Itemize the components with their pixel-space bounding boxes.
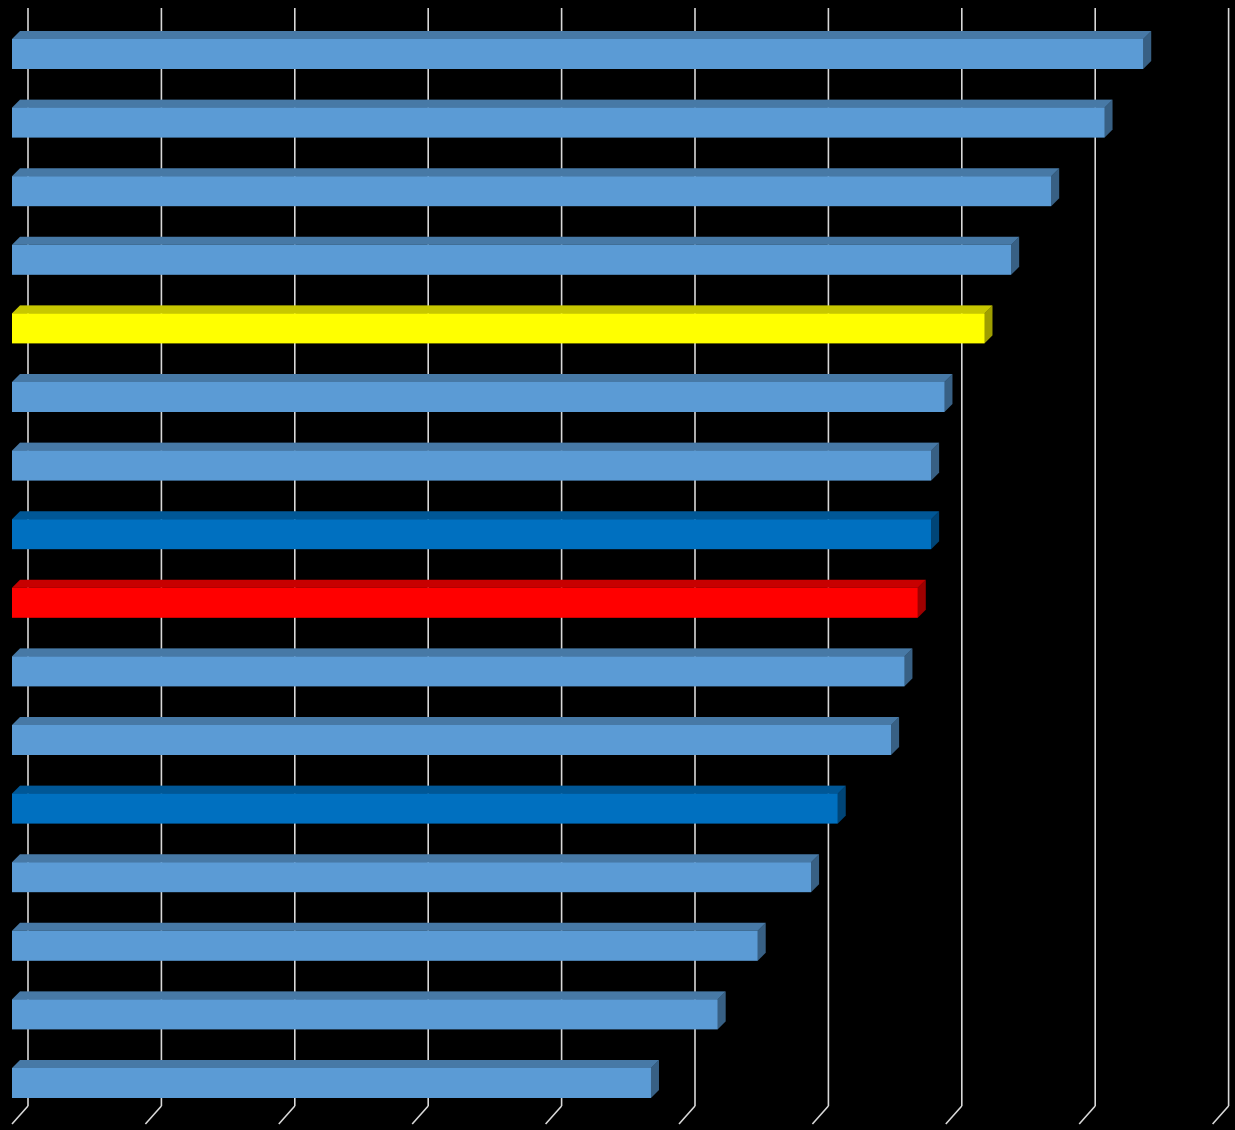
bar-front-face [12,382,945,412]
bar-front-face [12,176,1052,207]
bar-top-face [12,922,766,931]
bar-top-face [12,579,926,588]
bar-top-face [12,442,940,451]
bar [12,442,940,481]
bar-front-face [12,107,1105,138]
bar-top-face [12,305,993,314]
bar-side-face [650,1060,659,1098]
bar-side-face [757,922,766,961]
bar [12,31,1152,69]
bar-top-face [12,511,940,520]
floor-gridline [545,1105,563,1125]
bar [12,922,766,961]
bar-top-face [12,99,1113,108]
bar-top-face [12,1060,659,1068]
floor-gridline [678,1105,696,1125]
bar-side-face [1143,31,1152,69]
bar-side-face [891,717,900,755]
bar-front-face [12,930,758,961]
bar-side-face [1104,99,1113,138]
bar [12,374,953,412]
floor-gridline [945,1105,963,1125]
floor-gridline [1212,1105,1230,1125]
bar-front-face [12,725,892,755]
floor-gridline [411,1105,429,1125]
bar [12,511,940,550]
bar-side-face [931,442,940,481]
bar-top-face [12,236,1020,245]
bar [12,305,993,344]
bar [12,579,926,618]
bar [12,785,846,824]
bar-top-face [12,374,953,382]
bar-top-face [12,991,726,1000]
bar [12,1060,659,1098]
bar-front-face [12,450,932,481]
bar-side-face [1051,168,1060,207]
bar-front-face [12,656,905,687]
bar-side-face [811,854,820,893]
bar-side-face [717,991,726,1030]
bar-top-face [12,648,913,657]
bar-side-face [984,305,993,344]
bar-side-face [837,785,846,824]
bar [12,648,913,687]
bar [12,168,1060,207]
bar [12,99,1113,138]
floor-gridline [278,1105,296,1125]
bar-top-face [12,717,900,725]
bar-front-face [12,999,718,1030]
bar-top-face [12,854,820,863]
bar-top-face [12,31,1152,39]
bar-front-face [12,244,1012,275]
bar [12,991,726,1030]
bar-top-face [12,785,846,794]
bar-side-face [944,374,953,412]
bar-side-face [904,648,913,687]
bar-front-face [12,587,918,618]
bar [12,854,820,893]
bar-side-face [931,511,940,550]
bar-front-face [12,519,932,550]
floor-gridline [811,1105,829,1125]
bars [12,31,1152,1098]
bar-front-face [12,793,838,824]
floor-gridline [1078,1105,1096,1125]
bar-front-face [12,862,812,893]
bar [12,236,1020,275]
bar-front-face [12,39,1144,69]
bar-side-face [1011,236,1020,275]
bar-front-face [12,1068,651,1098]
bar-top-face [12,168,1060,177]
floor-gridline [144,1105,162,1125]
bar-side-face [917,579,926,618]
bar-front-face [12,313,985,344]
bar [12,717,900,755]
floor-gridline [11,1105,29,1125]
